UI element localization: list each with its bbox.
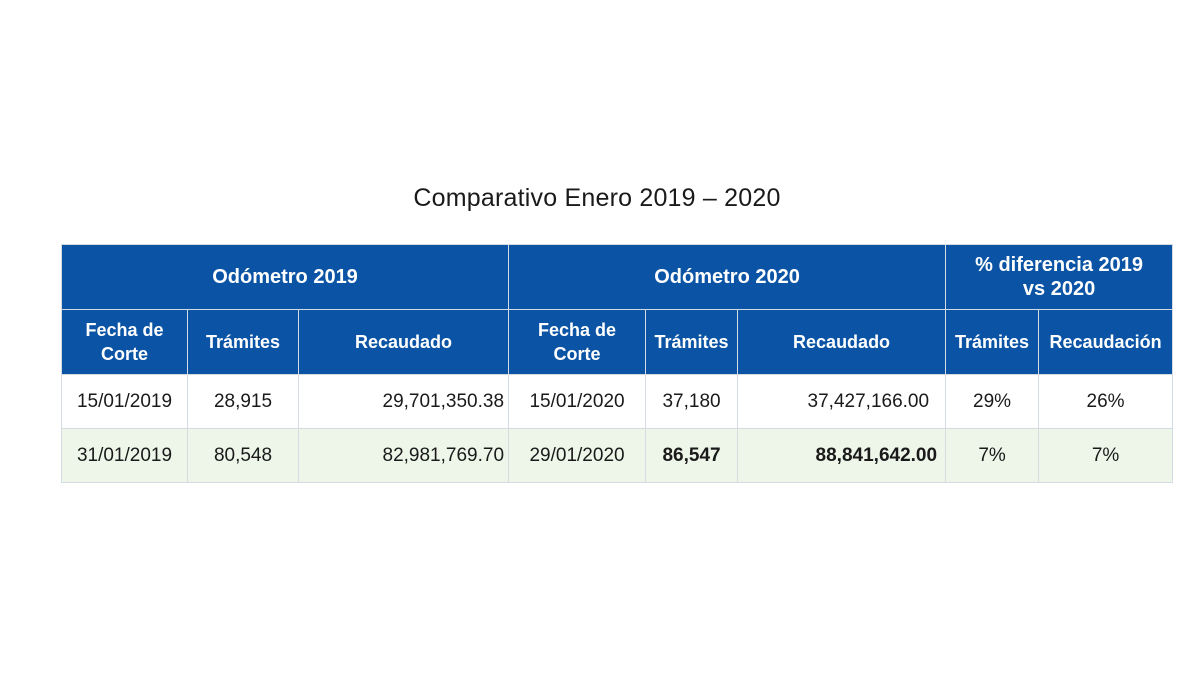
comparison-table: Odómetro 2019 Odómetro 2020 % diferencia… bbox=[60, 244, 1174, 483]
col-label: Fecha de Corte bbox=[538, 320, 617, 364]
cell-dif-tramites: 7% bbox=[945, 428, 1040, 483]
col-header-recaudado-2020: Recaudado bbox=[737, 309, 947, 375]
cell-tramites-2020: 86,547 bbox=[645, 428, 739, 483]
table-row: 31/01/2019 80,548 82,981,769.70 29/01/20… bbox=[61, 428, 1174, 483]
cell-fecha-2020: 29/01/2020 bbox=[508, 428, 647, 483]
col-header-tramites-2020: Trámites bbox=[645, 309, 739, 375]
col-header-fecha-2020: Fecha de Corte bbox=[508, 309, 647, 375]
cell-dif-recaudacion: 7% bbox=[1038, 428, 1174, 483]
cell-recaudado-2019: 29,701,350.38 bbox=[297, 374, 510, 429]
group-header-odometro-2020: Odómetro 2020 bbox=[508, 244, 947, 310]
cell-dif-recaudacion: 26% bbox=[1038, 374, 1174, 429]
cell-fecha-2019: 31/01/2019 bbox=[61, 428, 188, 483]
cell-tramites-2019: 80,548 bbox=[187, 428, 299, 483]
table-row: 15/01/2019 28,915 29,701,350.38 15/01/20… bbox=[61, 374, 1174, 429]
col-header-tramites-2019: Trámites bbox=[187, 309, 299, 375]
col-header-dif-recaudacion: Recaudación bbox=[1038, 309, 1174, 375]
cell-fecha-2020: 15/01/2020 bbox=[508, 374, 647, 429]
col-label: Fecha de Corte bbox=[85, 320, 164, 364]
table-title: Comparativo Enero 2019 – 2020 bbox=[413, 184, 781, 212]
col-header-dif-tramites: Trámites bbox=[945, 309, 1040, 375]
col-header-fecha-2019: Fecha de Corte bbox=[61, 309, 188, 375]
cell-fecha-2019: 15/01/2019 bbox=[61, 374, 188, 429]
cell-dif-tramites: 29% bbox=[945, 374, 1040, 429]
cell-tramites-2019: 28,915 bbox=[187, 374, 299, 429]
diferencia-label: % diferencia 2019 vs 2020 bbox=[975, 254, 1143, 300]
group-header-diferencia: % diferencia 2019 vs 2020 bbox=[945, 244, 1174, 310]
col-header-recaudado-2019: Recaudado bbox=[297, 309, 510, 375]
group-header-odometro-2019: Odómetro 2019 bbox=[60, 244, 510, 310]
cell-recaudado-2020: 37,427,166.00 bbox=[737, 374, 947, 429]
cell-tramites-2020: 37,180 bbox=[645, 374, 739, 429]
cell-recaudado-2020: 88,841,642.00 bbox=[737, 428, 947, 483]
cell-recaudado-2019: 82,981,769.70 bbox=[297, 428, 510, 483]
